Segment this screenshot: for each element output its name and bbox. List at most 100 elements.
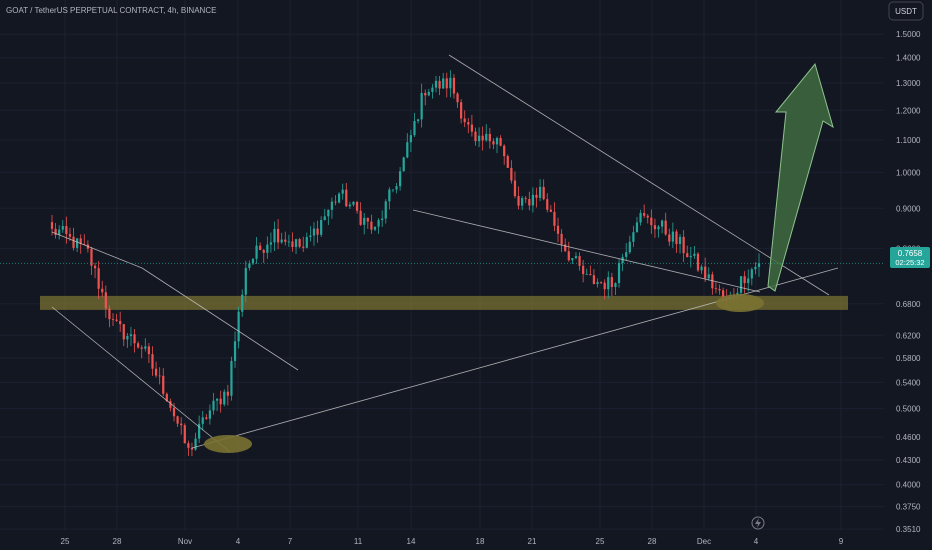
- candle: [449, 70, 452, 98]
- candle: [190, 442, 194, 457]
- swing-low-ellipse-nov[interactable]: [204, 435, 252, 453]
- candle: [664, 212, 667, 236]
- candle: [384, 199, 387, 224]
- candle: [255, 237, 258, 264]
- channel-line-top-2[interactable]: [141, 267, 299, 371]
- swing-low-ellipse-dec[interactable]: [716, 294, 764, 312]
- candle: [208, 404, 212, 425]
- currency-button[interactable]: USDT: [888, 1, 924, 21]
- candle: [226, 384, 229, 406]
- y-tick-label: 0.5400: [896, 378, 921, 387]
- candle: [355, 200, 359, 214]
- candle: [194, 432, 197, 451]
- candle: [675, 229, 678, 253]
- candle: [678, 233, 682, 254]
- candle: [582, 260, 585, 283]
- x-tick-label: Dec: [697, 537, 711, 546]
- candle: [320, 216, 323, 237]
- candle: [119, 311, 122, 332]
- candle: [122, 323, 125, 347]
- candle: [287, 234, 290, 247]
- x-tick-label: Nov: [178, 537, 192, 546]
- x-tick-label: 25: [61, 537, 70, 546]
- candle: [481, 126, 484, 151]
- candle: [531, 187, 535, 213]
- candle: [696, 252, 700, 272]
- candle: [90, 246, 93, 276]
- candle: [757, 253, 761, 277]
- candle: [503, 144, 506, 165]
- candle: [743, 271, 746, 294]
- candle: [187, 440, 190, 456]
- candle: [370, 214, 373, 234]
- candle: [334, 195, 337, 206]
- candle: [97, 260, 100, 300]
- candle: [309, 226, 312, 242]
- candle: [456, 92, 459, 108]
- descending-resistance-line[interactable]: [448, 54, 830, 296]
- candle: [406, 133, 409, 159]
- candle: [646, 213, 649, 224]
- candle: [409, 129, 412, 152]
- candle: [54, 222, 57, 239]
- y-tick-label: 0.6800: [896, 300, 921, 309]
- y-tick-label: 1.5000: [896, 30, 921, 39]
- candle: [599, 281, 603, 285]
- candle: [251, 258, 255, 265]
- channel-line-bottom[interactable]: [51, 306, 231, 453]
- candle: [739, 276, 743, 296]
- candle: [635, 216, 639, 233]
- candle: [607, 271, 610, 299]
- candle: [115, 313, 118, 322]
- candle: [564, 238, 567, 252]
- x-tick-label: 28: [648, 537, 657, 546]
- x-tick-label: 11: [354, 537, 363, 546]
- candle: [402, 156, 405, 172]
- candle: [129, 326, 133, 346]
- candle: [391, 189, 395, 193]
- candle: [298, 237, 301, 249]
- candle: [603, 279, 606, 300]
- candle: [205, 414, 208, 420]
- candle: [754, 262, 757, 275]
- candle: [366, 217, 369, 229]
- candle: [248, 260, 251, 271]
- x-tick-label: 28: [113, 537, 122, 546]
- bullish-arrow[interactable]: [767, 62, 834, 292]
- candle: [327, 209, 330, 226]
- candle: [373, 226, 377, 232]
- x-tick-label: 21: [528, 537, 537, 546]
- channel-line-top[interactable]: [51, 231, 143, 269]
- x-tick-label: 9: [839, 537, 844, 546]
- candle: [273, 221, 276, 252]
- candle: [589, 265, 592, 276]
- candle: [643, 204, 646, 219]
- candle: [291, 232, 294, 252]
- candle: [276, 219, 280, 250]
- candle: [65, 216, 68, 244]
- candle: [302, 236, 305, 252]
- candle: [269, 232, 273, 253]
- candle: [312, 222, 316, 246]
- candle: [183, 423, 186, 444]
- news-bolt-icon[interactable]: [751, 516, 765, 530]
- candle: [492, 138, 495, 150]
- candle: [316, 220, 319, 243]
- candle: [485, 124, 488, 142]
- wedge-lower-line[interactable]: [412, 209, 761, 293]
- candle: [632, 225, 635, 247]
- x-tick-label: 4: [754, 537, 759, 546]
- candle: [330, 197, 334, 219]
- y-tick-label: 0.5800: [896, 354, 921, 363]
- y-tick-label: 1.1000: [896, 136, 921, 145]
- candle: [323, 209, 326, 221]
- candle: [535, 187, 538, 208]
- candle: [337, 192, 341, 204]
- y-tick-label: 0.5000: [896, 405, 921, 414]
- candle: [83, 234, 86, 245]
- candle: [215, 398, 219, 411]
- candle: [431, 83, 434, 99]
- candle: [162, 368, 165, 397]
- candle: [750, 267, 753, 286]
